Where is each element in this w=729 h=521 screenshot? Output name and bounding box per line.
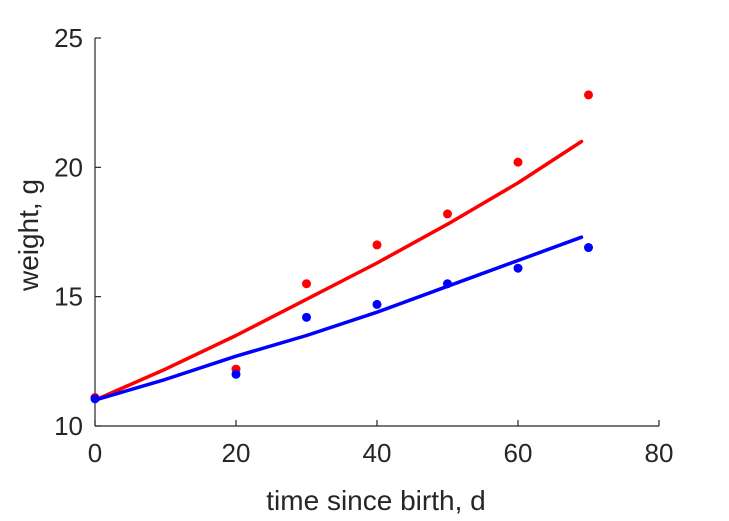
data-point [372,299,382,309]
y-tick-label: 25 [54,23,83,53]
x-tick-label: 20 [222,438,251,468]
data-point [584,243,593,253]
data-point [513,263,523,273]
axes: 0 20 40 60 80 10 15 20 25 [54,23,673,468]
y-tick-label: 15 [54,282,83,312]
data-point [372,240,382,250]
y-tick-label: 10 [54,411,83,441]
data-point [584,90,593,100]
data-point [443,279,452,289]
x-tick-label: 0 [88,438,102,468]
data-point [302,279,311,289]
fit-line [93,235,584,402]
fit-lines [93,139,584,402]
data-point [443,209,452,219]
data-point [231,369,241,379]
y-tick-label: 20 [54,152,83,182]
y-axis-label: weight, g [13,179,44,292]
data-points [90,90,593,404]
x-tick-label: 60 [504,438,533,468]
axis-labels: time since birth, d weight, g [13,179,486,516]
x-tick-label: 40 [363,438,392,468]
fit-line [93,139,584,402]
data-point [513,157,523,167]
x-tick-label: 80 [645,438,674,468]
x-axis-label: time since birth, d [266,485,485,516]
data-point [90,394,100,404]
data-point [302,312,311,322]
